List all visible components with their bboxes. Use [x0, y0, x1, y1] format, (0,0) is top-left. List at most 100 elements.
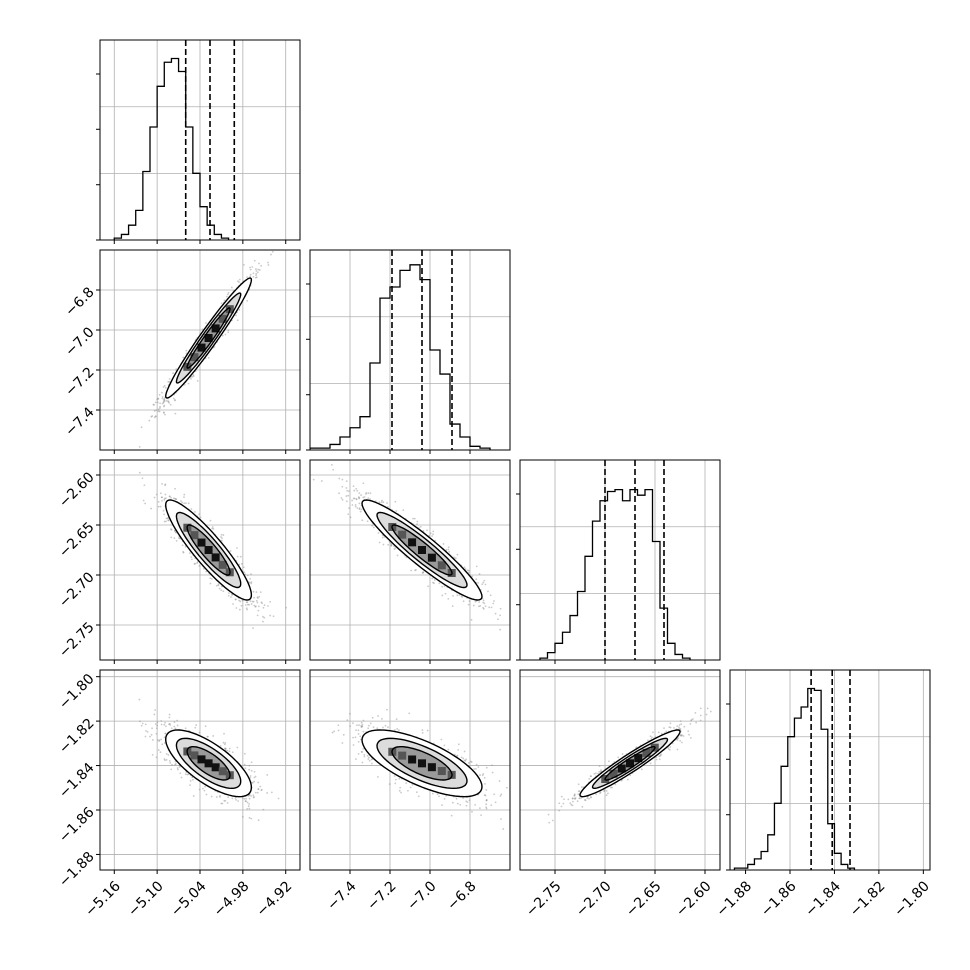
- sample-point: [196, 560, 199, 563]
- sample-point: [207, 735, 209, 738]
- sample-point: [257, 268, 260, 271]
- sample-point: [453, 556, 455, 559]
- sample-point: [174, 763, 176, 766]
- sample-point: [452, 595, 454, 597]
- sample-point: [457, 748, 460, 751]
- sample-point: [254, 605, 257, 608]
- sample-point: [241, 815, 244, 818]
- density-cell: [204, 334, 213, 342]
- sample-point: [413, 517, 416, 520]
- sample-point: [355, 758, 357, 761]
- panel-frame: [519, 459, 721, 661]
- sample-point: [248, 794, 251, 796]
- sample-point: [257, 819, 260, 822]
- sample-point: [164, 732, 167, 735]
- sample-point: [436, 793, 439, 796]
- sample-point: [607, 792, 609, 795]
- sample-point: [139, 720, 141, 723]
- sample-point: [394, 547, 397, 549]
- sample-point: [340, 497, 343, 499]
- sample-point: [688, 733, 690, 736]
- sample-point: [261, 602, 263, 605]
- contour-line: [186, 307, 231, 369]
- sample-point: [472, 604, 475, 607]
- sample-point: [141, 477, 144, 480]
- sample-point: [157, 749, 160, 751]
- sample-point: [382, 726, 384, 729]
- sample-point: [269, 600, 271, 603]
- sample-point: [505, 786, 508, 789]
- sample-point: [351, 722, 354, 725]
- sample-point: [692, 718, 694, 720]
- x-tick-label: −1.84: [802, 878, 844, 920]
- sample-point: [647, 739, 649, 742]
- sample-point: [438, 795, 440, 798]
- contour-line: [175, 737, 242, 789]
- sample-point: [402, 509, 405, 512]
- sample-point: [253, 259, 256, 262]
- sample-point: [205, 793, 208, 796]
- sample-point: [369, 492, 372, 494]
- sample-point: [163, 400, 166, 402]
- sample-point: [163, 520, 166, 523]
- sample-point: [608, 760, 610, 763]
- sample-point: [578, 797, 581, 800]
- sample-point: [257, 788, 260, 790]
- sample-point: [466, 801, 469, 804]
- sample-point: [217, 584, 220, 587]
- y-tick-label: −7.0: [62, 324, 97, 359]
- sample-point: [453, 753, 456, 756]
- sample-point: [248, 797, 251, 800]
- sample-point: [358, 508, 361, 510]
- sample-point: [570, 803, 573, 806]
- sample-point: [160, 738, 163, 741]
- sample-point: [262, 808, 265, 811]
- sample-point: [431, 535, 433, 537]
- sample-point: [251, 266, 254, 268]
- sample-point: [487, 590, 489, 593]
- sample-point: [165, 725, 167, 728]
- sample-point: [649, 735, 652, 738]
- sample-point: [164, 732, 167, 735]
- sample-point: [159, 505, 162, 508]
- sample-point: [464, 568, 467, 570]
- x-tick-label: −2.70: [573, 878, 615, 920]
- sample-point: [238, 608, 241, 611]
- sample-point: [372, 726, 375, 729]
- sample-point: [176, 768, 179, 771]
- sample-point: [199, 516, 202, 519]
- sample-point: [210, 795, 213, 798]
- density-cell: [626, 759, 634, 768]
- sample-point: [163, 384, 166, 387]
- sample-point: [169, 403, 172, 406]
- sample-point: [226, 801, 229, 804]
- sample-point: [341, 742, 344, 744]
- sample-point: [621, 753, 624, 755]
- sample-point: [558, 809, 561, 812]
- sample-point: [699, 719, 702, 722]
- sample-point: [475, 767, 477, 770]
- sample-point: [338, 492, 341, 495]
- sample-point: [185, 502, 187, 505]
- x-tick-label: −2.60: [673, 878, 715, 920]
- sample-point: [411, 783, 414, 786]
- histogram-panel: [100, 40, 300, 240]
- sample-point: [353, 497, 356, 500]
- sample-point: [186, 773, 189, 776]
- sample-point: [170, 496, 172, 499]
- sample-point: [220, 302, 223, 305]
- sample-point: [228, 750, 231, 753]
- sample-point: [485, 799, 488, 802]
- sample-point: [250, 761, 253, 764]
- sample-point: [174, 763, 177, 765]
- x-tick-label: −1.80: [891, 878, 933, 920]
- sample-point: [247, 805, 250, 808]
- sample-point: [235, 314, 237, 317]
- sample-point: [256, 271, 259, 274]
- sample-point: [158, 739, 161, 742]
- sample-point: [605, 794, 608, 797]
- sample-point: [500, 793, 503, 796]
- sample-point: [478, 605, 480, 608]
- sample-point: [206, 735, 209, 738]
- density-cell: [408, 538, 417, 547]
